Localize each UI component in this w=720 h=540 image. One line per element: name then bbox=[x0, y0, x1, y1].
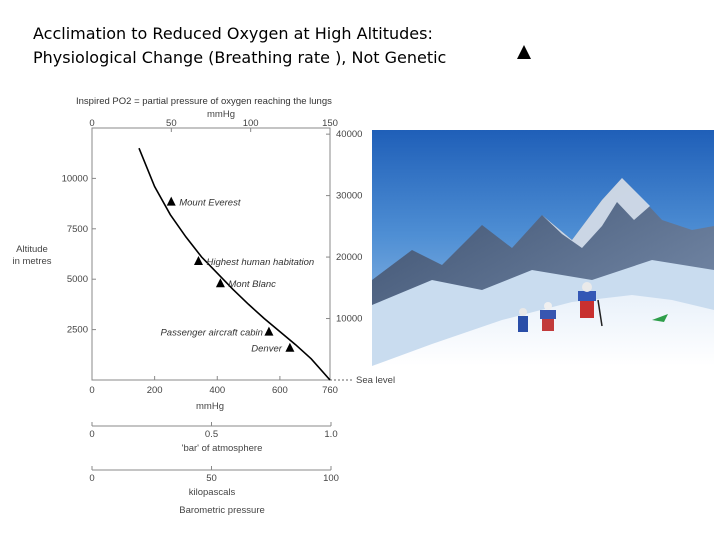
barometric-pressure-label: Barometric pressure bbox=[179, 505, 265, 516]
landmark-label: Mont Blanc bbox=[228, 279, 276, 290]
climber-3 bbox=[578, 282, 603, 327]
right-tick-label: 30000 bbox=[336, 191, 362, 202]
top-tick-label: 50 bbox=[166, 118, 177, 129]
landmark-label: Denver bbox=[251, 344, 282, 355]
bottom-axis-label: mmHg bbox=[196, 401, 224, 412]
left-tick-label: 7500 bbox=[67, 224, 88, 235]
kpa-tick-label: 0 bbox=[89, 473, 94, 484]
plot-frame bbox=[91, 127, 331, 381]
landmark-label: Passenger aircraft cabin bbox=[160, 328, 262, 339]
bar-tick-label: 1.0 bbox=[324, 429, 337, 440]
top-tick-label: 100 bbox=[243, 118, 259, 129]
kpa-tick-label: 100 bbox=[323, 473, 339, 484]
right-tick-label: 20000 bbox=[336, 252, 362, 263]
top-axis-label: mmHg bbox=[207, 109, 235, 120]
bar-tick-label: 0 bbox=[89, 429, 94, 440]
altitude-curve bbox=[138, 147, 331, 381]
bottom-tick-label: 760 bbox=[322, 385, 338, 396]
kpa-tick-label: 50 bbox=[206, 473, 217, 484]
top-tick-label: 150 bbox=[322, 118, 338, 129]
top-tick-label: 0 bbox=[89, 118, 94, 129]
bottom-tick-label: 200 bbox=[147, 385, 163, 396]
title-line-1: Acclimation to Reduced Oxygen at High Al… bbox=[33, 24, 433, 43]
left-axis-label-line2: in metres bbox=[12, 256, 51, 267]
landmark-label: Mount Everest bbox=[179, 198, 241, 209]
landmark-marker bbox=[193, 256, 203, 266]
bottom-tick-label: 600 bbox=[272, 385, 288, 396]
landmark-marker bbox=[166, 196, 176, 206]
sea-level-label: Sea level bbox=[356, 375, 395, 386]
slide-title: Acclimation to Reduced Oxygen at High Al… bbox=[33, 22, 673, 70]
right-tick-label: 40000 bbox=[336, 129, 362, 140]
chart-axes: 0 50 100 150 mmHg 0 200 400 600 760 mmHg 0 0.5 1.0 'ba… bbox=[12, 109, 395, 516]
bottom-tick-label: 0 bbox=[89, 385, 94, 396]
landmark-label: Highest human habitation bbox=[206, 257, 314, 268]
chart-caption: Inspired PO2 = partial pressure of oxyge… bbox=[76, 96, 332, 107]
bottom-tick-label: 400 bbox=[209, 385, 225, 396]
landmark-marker bbox=[285, 342, 295, 352]
climber-2 bbox=[540, 302, 556, 331]
right-tick-label: 10000 bbox=[336, 314, 362, 325]
up-arrow-icon bbox=[517, 45, 531, 59]
kpa-axis-label: kilopascals bbox=[189, 487, 236, 498]
left-tick-label: 2500 bbox=[67, 325, 88, 336]
chart-curve bbox=[138, 147, 331, 381]
bar-tick-label: 0.5 bbox=[205, 429, 218, 440]
landmark-marker bbox=[215, 278, 225, 288]
left-tick-label: 10000 bbox=[62, 173, 88, 184]
chart-marks: Mount Everest Highest human habitation Mon… bbox=[160, 196, 314, 355]
left-tick-label: 5000 bbox=[67, 274, 88, 285]
bar-axis-label: 'bar' of atmosphere bbox=[182, 443, 263, 454]
title-line-2: Physiological Change (Breathing rate ), … bbox=[33, 48, 447, 67]
climber-1 bbox=[518, 308, 528, 332]
left-axis-label-line1: Altitude bbox=[16, 244, 48, 255]
landmark-marker bbox=[264, 326, 274, 336]
mountain-climbers-photo bbox=[372, 130, 714, 366]
